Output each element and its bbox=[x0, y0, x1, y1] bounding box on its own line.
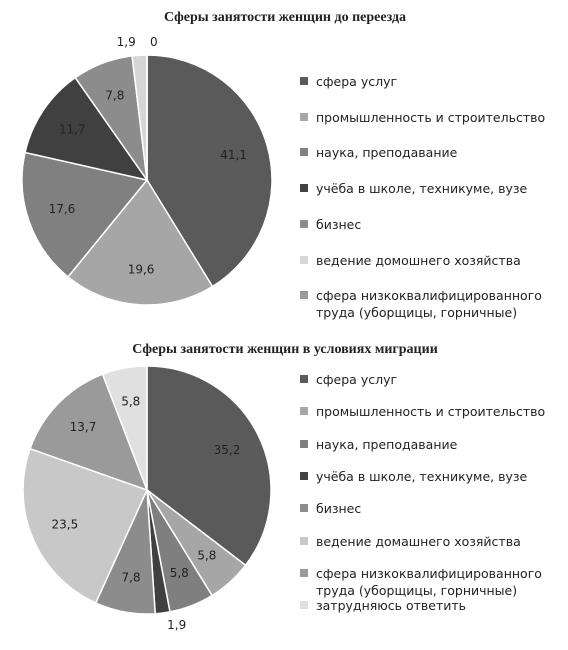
legend-swatch bbox=[300, 219, 308, 228]
data-label: 7,8 bbox=[105, 88, 124, 102]
legend-swatch bbox=[300, 504, 308, 513]
data-label: 41,1 bbox=[220, 148, 247, 162]
legend-item: учёба в школе, техникуме, вузе bbox=[300, 180, 550, 197]
legend-swatch bbox=[300, 184, 308, 193]
data-label: 11,7 bbox=[59, 122, 86, 136]
legend-label: учёба в школе, техникуме, вузе bbox=[316, 181, 528, 197]
legend-item: бизнес bbox=[300, 216, 550, 233]
data-label: 13,7 bbox=[70, 420, 97, 434]
data-label: 17,6 bbox=[49, 202, 76, 216]
pie-slice bbox=[66, 178, 214, 306]
legend-swatch bbox=[300, 77, 308, 85]
legend-swatch bbox=[300, 407, 308, 416]
legend-label: бизнес bbox=[316, 501, 362, 517]
legend-label: наука, преподавание bbox=[316, 145, 458, 161]
legend-item: бизнес bbox=[300, 500, 550, 517]
data-label: 0 bbox=[150, 35, 158, 49]
chart-title: Сферы занятости женщин до переезда bbox=[164, 10, 406, 25]
pie-slice bbox=[21, 151, 149, 278]
legend-item: ведение домошнего хозяйства bbox=[300, 252, 550, 269]
legend-swatch bbox=[300, 536, 308, 545]
legend-label: промышленность и строительство bbox=[316, 109, 546, 125]
pie-slice bbox=[101, 365, 148, 491]
pie-slice bbox=[29, 373, 149, 492]
data-label: 5,8 bbox=[121, 395, 140, 409]
legend-item: сфера низкоквалифицированного труда (убо… bbox=[300, 287, 550, 321]
legend-item: промышленность и строительство bbox=[300, 109, 550, 126]
pie-slice bbox=[24, 76, 149, 182]
legend-label: затрудняюсь ответить bbox=[316, 598, 467, 614]
legend-swatch bbox=[300, 601, 308, 610]
data-label: 35,2 bbox=[214, 443, 241, 457]
data-label: 1,9 bbox=[167, 618, 186, 632]
data-label: 1,9 bbox=[117, 35, 136, 49]
pie-slice bbox=[146, 365, 272, 567]
legend-item: наука, преподавание bbox=[300, 144, 550, 161]
legend-swatch bbox=[300, 291, 308, 300]
legend-swatch bbox=[300, 439, 308, 448]
chart-title: Сферы занятости женщин в условиях миграц… bbox=[132, 342, 438, 357]
legend-swatch bbox=[300, 568, 308, 577]
legend-label: сфера низкоквалифицированного труда (убо… bbox=[316, 565, 542, 598]
legend-swatch bbox=[300, 375, 308, 383]
legend-swatch bbox=[300, 471, 308, 480]
legend-item: сфера услуг bbox=[300, 73, 550, 90]
legend-label: сфера услуг bbox=[316, 372, 398, 387]
legend-label: промышленность и строительство bbox=[316, 404, 546, 420]
legend-item: учёба в школе, техникуме, вузе bbox=[300, 468, 550, 485]
legend-item: промышленность и строительство bbox=[300, 403, 550, 420]
data-label: 19,6 bbox=[128, 262, 155, 276]
legend-item: затрудняюсь ответить bbox=[300, 597, 550, 614]
legend-item: сфера низкоквалифицированного труда (убо… bbox=[300, 565, 550, 599]
legend-item: сфера услуг bbox=[300, 371, 550, 388]
data-label: 5,8 bbox=[170, 566, 189, 580]
legend-item: ведение домашнего хозяйства bbox=[300, 533, 550, 550]
legend-swatch bbox=[300, 255, 308, 264]
pie-slice bbox=[22, 447, 149, 604]
legend-label: бизнес bbox=[316, 216, 362, 232]
legend-label: ведение домашнего хозяйства bbox=[316, 533, 521, 549]
legend-label: ведение домошнего хозяйства bbox=[316, 252, 521, 268]
legend-swatch bbox=[300, 148, 308, 157]
legend-label: сфера низкоквалифицированного труда (убо… bbox=[316, 288, 542, 321]
legend-item: наука, преподавание bbox=[300, 436, 550, 453]
data-label: 7,8 bbox=[121, 570, 140, 584]
data-label: 5,8 bbox=[197, 549, 216, 563]
legend-label: наука, преподавание bbox=[316, 436, 458, 452]
legend-label: сфера услуг bbox=[316, 74, 398, 89]
data-label: 23,5 bbox=[51, 517, 78, 531]
legend-swatch bbox=[300, 112, 308, 121]
legend-label: учёба в школе, техникуме, вузе bbox=[316, 468, 528, 484]
pie-slice bbox=[146, 54, 273, 288]
